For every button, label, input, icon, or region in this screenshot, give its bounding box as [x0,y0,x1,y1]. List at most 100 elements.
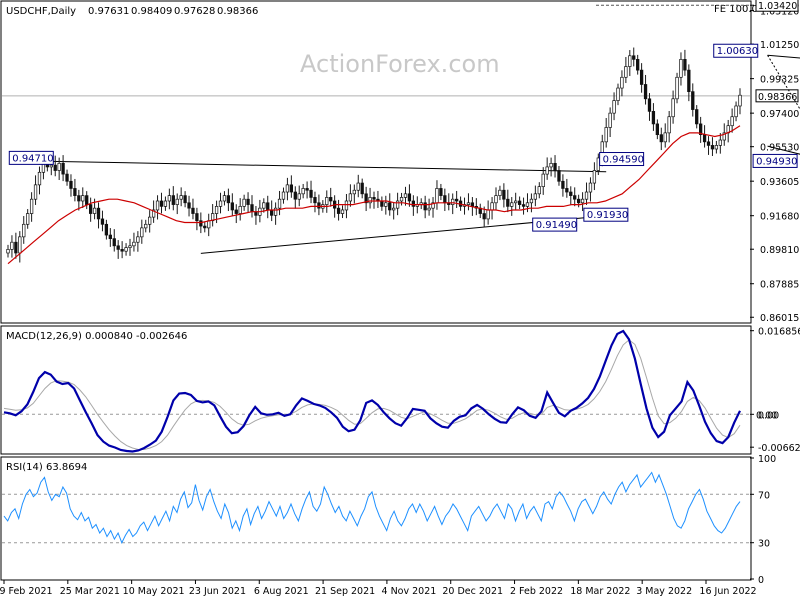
candle-body [494,195,498,204]
candle-body [466,202,471,205]
ohlc-close: 0.98366 [217,6,258,17]
candle-body [687,69,691,92]
candle-body [230,202,234,211]
candle-body [561,180,565,189]
candle-body [57,162,61,171]
x-axis-label: 16 Jun 2022 [699,586,756,597]
macd-header: MACD(12,26,9) 0.000840 -0.002646 [6,331,187,342]
macd-axis-label: 0.00 [758,410,779,421]
candle-body [380,200,384,207]
candle-body [116,245,120,250]
candle-body [541,173,545,187]
candle-body [85,195,89,205]
candle-body [179,195,183,200]
triangle-upper-line [51,160,607,173]
annotation-box [713,43,759,58]
fe-level-value: 1.03420 [758,1,797,12]
candle-body [128,245,132,248]
candle-body [49,164,53,168]
candle-body [502,189,506,200]
candle-body [140,227,144,238]
candle-body [187,202,191,209]
candle-body [234,209,238,214]
candle-body [364,193,368,204]
candle-body [643,84,648,100]
candle-body [454,198,459,202]
candle-body [37,171,42,186]
rsi-axis-label: 30 [758,539,770,550]
candle-body [584,191,589,200]
candle-body [407,193,412,202]
price-header: USDCHF,Daily [6,6,76,17]
annotation-label: 0.91930 [587,210,628,221]
macd-line [3,329,741,453]
candle-body [612,100,616,114]
x-axis-label: 4 Nov 2021 [382,586,437,597]
candle-body [77,195,81,202]
annotation-label: 0.94590 [603,155,644,166]
candle-body [277,198,282,209]
x-axis-label: 18 Mar 2022 [570,586,630,597]
candle-body [242,198,246,207]
candle-body [112,238,116,247]
candle-body [175,198,179,205]
candle-body [199,220,203,227]
candle-body [203,225,207,229]
candle-body [132,241,136,247]
candle-body [639,69,644,85]
candle-body [108,234,112,239]
x-axis-label: 6 Aug 2021 [254,586,309,597]
candle-body [647,98,652,112]
candle-body [313,197,317,204]
candle-body [435,188,439,204]
price-axis-label: 0.97400 [760,109,799,120]
candle-body [285,184,290,193]
candle-body [289,184,294,193]
candle-body [517,200,522,205]
candle-body [388,202,392,211]
candle-body [238,206,242,214]
candle-body [266,202,270,211]
candle-body [675,76,679,100]
candle-body [297,193,301,200]
candle-body [6,249,10,254]
candle-body [439,188,443,196]
candle-body [65,173,69,182]
candle-body [529,198,534,204]
candle-body [565,188,569,193]
candle-body [683,59,687,71]
candle-body [33,184,38,200]
candle-body [392,207,396,211]
x-axis-label: 10 May 2021 [123,586,185,597]
candle-body [81,195,85,202]
fe-label: FE 100.0 [714,4,758,15]
candle-body [104,223,109,236]
x-axis-label: 20 Dec 2021 [442,586,503,597]
macd-axis-label: -0.006629 [758,443,800,454]
macd-axis-label: 0.016856 [758,327,800,338]
candle-body [738,94,742,107]
candle-body [273,207,278,216]
candle-body [580,198,585,204]
price-axis-label: 1.01250 [760,40,799,51]
candle-body [553,162,557,171]
candle-body [671,98,675,118]
candle-body [155,200,160,211]
x-axis-label: 23 Jun 2021 [189,586,246,597]
candle-body [525,202,530,207]
annotation-box [752,153,798,168]
candle-body [663,132,667,143]
x-axis-label: 21 Sep 2021 [315,586,375,597]
macd-lines [3,329,741,453]
watermark: ActionForex.com [300,50,500,78]
candle-body [191,207,195,214]
macd-signal-line [3,339,741,450]
x-axis-label: 2 Feb 2022 [510,586,563,597]
rsi-header: RSI(14) 63.8694 [6,462,87,473]
channel-lower-line [767,145,800,155]
candle-body [620,76,624,89]
rsi-axis-label: 100 [758,454,776,465]
candle-body [431,202,435,209]
